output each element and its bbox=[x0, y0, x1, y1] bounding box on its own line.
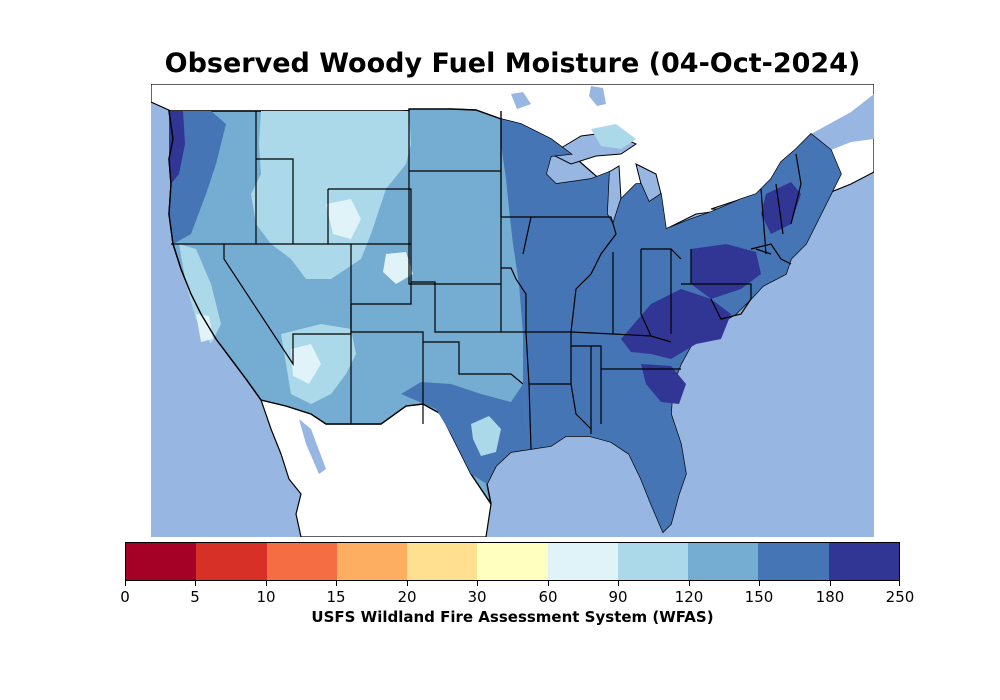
colorbar-tick-label: 20 bbox=[397, 588, 417, 606]
colorbar-label: USFS Wildland Fire Assessment System (WF… bbox=[311, 608, 714, 626]
moisture-zone-180-250 bbox=[169, 111, 185, 184]
map-canvas bbox=[151, 84, 874, 537]
colorbar-segment bbox=[477, 543, 548, 580]
colorbar-tick bbox=[195, 581, 196, 586]
colorbar bbox=[125, 542, 900, 581]
colorbar-segment bbox=[617, 543, 689, 580]
colorbar-tick-label: 10 bbox=[256, 588, 276, 606]
colorbar-tick bbox=[830, 581, 831, 586]
moisture-zone-180-250 bbox=[621, 289, 731, 359]
colorbar-tick bbox=[336, 581, 337, 586]
colorbar-tick bbox=[266, 581, 267, 586]
moisture-zone-60-90 bbox=[326, 199, 361, 239]
canada-lake bbox=[511, 92, 531, 109]
colorbar-tick-label: 60 bbox=[538, 588, 558, 606]
colorbar-tick-label: 30 bbox=[467, 588, 487, 606]
colorbar-tick bbox=[759, 581, 760, 586]
colorbar-tick-label: 250 bbox=[885, 588, 915, 606]
colorbar-tick-label: 0 bbox=[120, 588, 130, 606]
colorbar-segment bbox=[758, 543, 829, 580]
state-borders bbox=[171, 111, 802, 450]
moisture-zone-180-250 bbox=[641, 364, 686, 404]
colorbar-tick bbox=[689, 581, 690, 586]
colorbar-tick bbox=[125, 581, 126, 586]
colorbar-segment bbox=[266, 543, 337, 580]
colorbar-segment bbox=[688, 543, 759, 580]
colorbar-segment bbox=[336, 543, 408, 580]
coastline bbox=[168, 110, 262, 401]
moisture-zone-90-120 bbox=[591, 124, 636, 149]
canada-lake bbox=[589, 86, 606, 106]
moisture-zone-180-250 bbox=[691, 244, 761, 299]
colorbar-segment bbox=[547, 543, 618, 580]
moisture-zone-60-90 bbox=[383, 252, 413, 284]
colorbar-ticks: 0 5 10 15 20 30 60 90 120 150 180 250 bbox=[120, 581, 914, 611]
moisture-zone-90-120 bbox=[471, 416, 501, 456]
colorbar-tick bbox=[407, 581, 408, 586]
colorbar-segment bbox=[126, 543, 197, 580]
moisture-zone-150-180 bbox=[401, 382, 531, 484]
colorbar-tick-label: 15 bbox=[326, 588, 346, 606]
colorbar-tick bbox=[618, 581, 619, 586]
colorbar-tick bbox=[899, 581, 900, 586]
gulf-st-lawrence bbox=[811, 94, 874, 150]
fuel-moisture-map bbox=[151, 84, 874, 537]
colorbar-segment bbox=[828, 543, 899, 580]
colorbar-tick-label: 120 bbox=[674, 588, 704, 606]
moisture-zone-60-90 bbox=[291, 344, 321, 384]
moisture-zone-60-90 bbox=[196, 314, 213, 342]
colorbar-tick-label: 150 bbox=[744, 588, 774, 606]
gulf-of-california bbox=[299, 419, 326, 474]
colorbar-tick-label: 5 bbox=[190, 588, 200, 606]
colorbar-tick-label: 180 bbox=[815, 588, 845, 606]
map-title: Observed Woody Fuel Moisture (04-Oct-202… bbox=[164, 48, 861, 79]
moisture-zone-180-250 bbox=[761, 182, 801, 234]
colorbar-segment bbox=[196, 543, 267, 580]
colorbar-tick bbox=[477, 581, 478, 586]
moisture-zone-90-120 bbox=[251, 111, 411, 279]
colorbar-tick-label: 90 bbox=[608, 588, 628, 606]
colorbar-segment bbox=[407, 543, 478, 580]
moisture-zone-90-120 bbox=[179, 244, 221, 344]
colorbar-tick bbox=[548, 581, 549, 586]
